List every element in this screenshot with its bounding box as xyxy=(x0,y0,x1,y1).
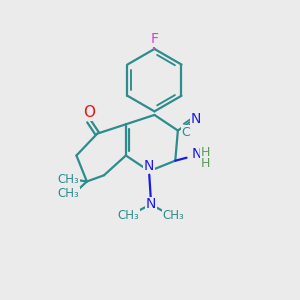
Text: H: H xyxy=(201,146,210,159)
Text: F: F xyxy=(151,32,158,46)
Text: O: O xyxy=(83,105,95,120)
Text: CH₃: CH₃ xyxy=(58,172,79,186)
Text: C: C xyxy=(182,126,190,139)
Text: N: N xyxy=(191,147,202,161)
Text: CH₃: CH₃ xyxy=(117,209,139,222)
Text: N: N xyxy=(146,197,156,212)
Text: N: N xyxy=(144,159,154,173)
Text: CH₃: CH₃ xyxy=(162,209,184,222)
Text: H: H xyxy=(201,157,210,169)
Text: CH₃: CH₃ xyxy=(58,188,79,200)
Text: N: N xyxy=(191,112,201,127)
